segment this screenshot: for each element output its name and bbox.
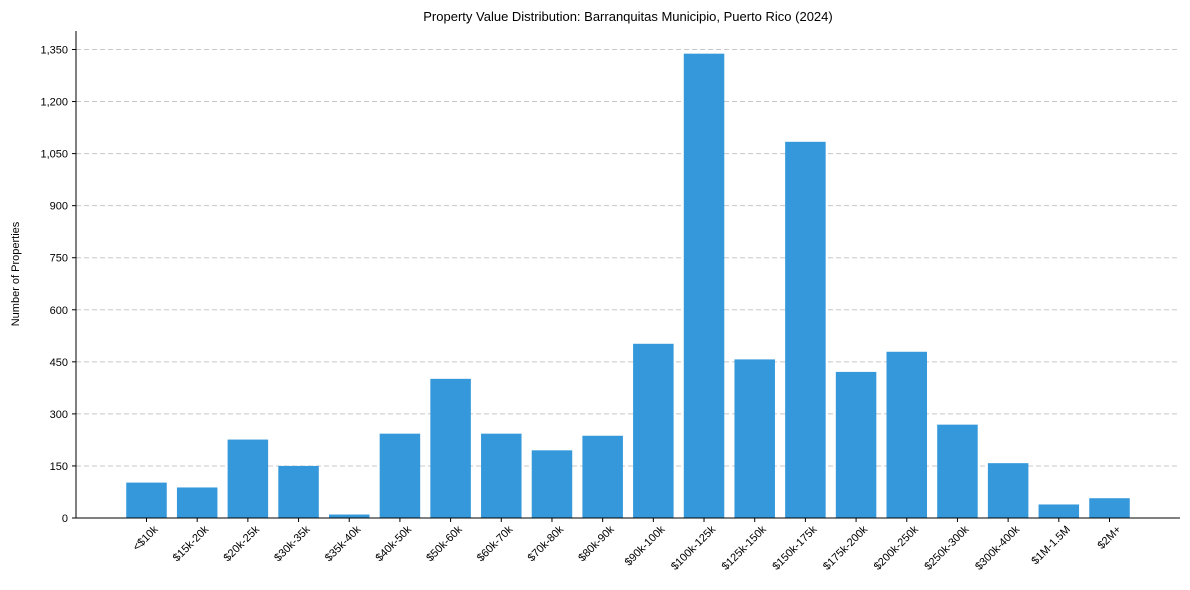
x-tick-label: $20k-25k: [221, 523, 262, 564]
x-tick-label: $40k-50k: [374, 523, 415, 564]
bar: [379, 433, 421, 518]
x-tick-label: $175k-200k: [821, 523, 870, 572]
y-ticks: 0 150 300 450 600 750 900 1,050 1,200 1,350: [40, 45, 76, 525]
y-tick-label: 1,050: [40, 149, 68, 161]
bar: [430, 378, 471, 518]
x-tick-label: $60k-70k: [475, 523, 516, 564]
bar: [987, 463, 1029, 518]
x-tick-label: $125k-150k: [720, 523, 769, 572]
bar: [785, 141, 826, 518]
bar: [683, 53, 725, 519]
x-tick-label: $50k-60k: [424, 523, 465, 564]
bar: [1038, 504, 1080, 518]
bar: [633, 343, 674, 518]
bar: [176, 487, 218, 518]
x-tick-label: $200k-250k: [872, 523, 921, 572]
x-tick-label: $35k-40k: [323, 523, 364, 564]
y-tick-label: 900: [50, 201, 68, 213]
chart-title: Property Value Distribution: Barranquita…: [423, 9, 832, 24]
bar: [328, 514, 370, 518]
bar: [227, 439, 269, 518]
y-tick-label: 1,350: [40, 45, 68, 57]
y-tick-label: 0: [62, 513, 68, 525]
bar: [937, 424, 978, 518]
bar: [1089, 498, 1130, 518]
x-ticks: <$10k $15k-20k $20k-25k $30k-35k $35k-40k $40…: [131, 518, 1124, 573]
y-tick-label: 450: [50, 357, 68, 369]
x-tick-label: $250k-300k: [922, 523, 971, 572]
x-tick-label: <$10k: [131, 523, 161, 553]
y-tick-label: 1,200: [40, 97, 68, 109]
x-tick-label: $90k-100k: [623, 523, 668, 568]
x-tick-label: $2M+: [1095, 524, 1123, 552]
bars: [126, 53, 1130, 519]
y-tick-label: 750: [50, 253, 68, 265]
bar: [278, 465, 319, 518]
x-tick-label: $70k-80k: [526, 523, 567, 564]
bar: [835, 371, 877, 518]
grid-lines: [76, 49, 1180, 467]
bar: [734, 359, 775, 518]
bar: [531, 450, 573, 518]
x-tick-label: $300k-400k: [973, 523, 1022, 572]
x-tick-label: $150k-175k: [770, 523, 819, 572]
x-tick-label: $100k-125k: [669, 523, 718, 572]
x-tick-label: $80k-90k: [576, 523, 617, 564]
bar: [481, 433, 522, 518]
y-tick-label: 300: [50, 409, 68, 421]
x-tick-label: $15k-20k: [171, 523, 212, 564]
y-axis-label: Number of Properties: [10, 221, 22, 326]
bar: [582, 435, 623, 518]
bar: [126, 482, 167, 518]
axes: [75, 31, 1180, 519]
y-tick-label: 150: [50, 461, 68, 473]
x-tick-label: $1M-1.5M: [1029, 524, 1073, 568]
x-tick-label: $30k-35k: [272, 523, 313, 564]
bar: [886, 351, 928, 518]
y-tick-label: 600: [50, 305, 68, 317]
